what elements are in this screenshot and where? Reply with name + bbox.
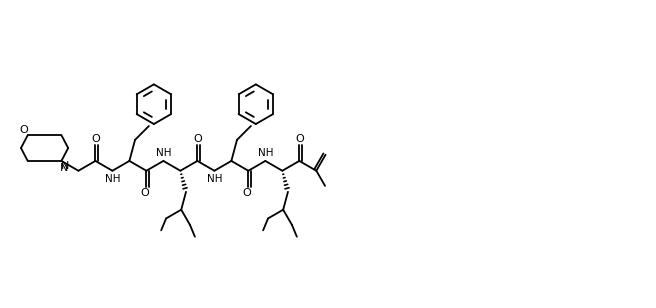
Text: O: O: [242, 188, 251, 198]
Text: NH: NH: [105, 174, 120, 184]
Text: O: O: [91, 134, 100, 144]
Text: O: O: [295, 134, 304, 144]
Text: NH: NH: [155, 148, 171, 158]
Text: N: N: [60, 163, 69, 173]
Text: N: N: [61, 161, 70, 171]
Text: O: O: [140, 188, 149, 198]
Text: NH: NH: [258, 148, 273, 158]
Text: O: O: [20, 125, 28, 135]
Text: NH: NH: [207, 174, 222, 184]
Text: O: O: [193, 134, 202, 144]
